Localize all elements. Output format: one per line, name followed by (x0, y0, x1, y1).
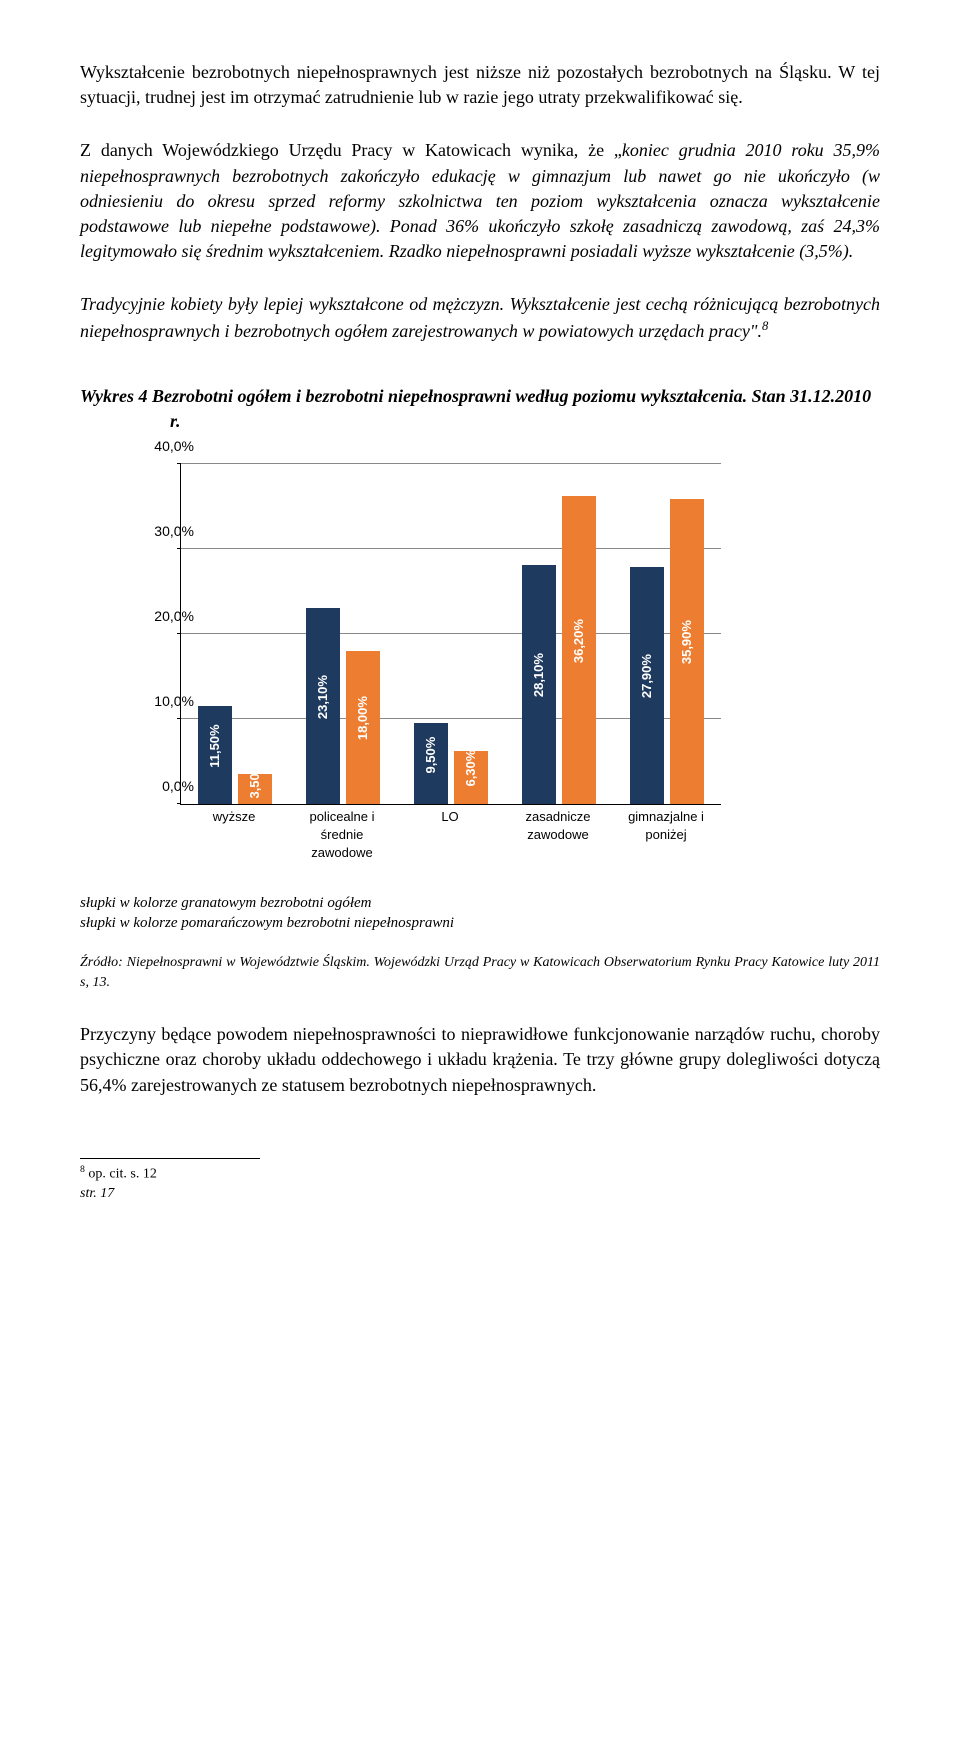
xlabel: policealne i średnie zawodowe (292, 808, 392, 863)
plot-area: 11,50% 3,50% 23,10% 18,00% 9,50% 6,30% 28,10% 3… (180, 464, 721, 805)
bar-navy: 27,90% (630, 567, 664, 804)
paragraph-3: Tradycyjnie kobiety były lepiej wykształ… (80, 292, 880, 343)
bar-group: 9,50% 6,30% (414, 723, 488, 804)
legend-line-orange: słupki w kolorze pomarańczowym bezrobotn… (80, 914, 880, 934)
chart-title: Wykres 4 Bezrobotni ogółem i bezrobotni … (80, 384, 880, 434)
bar-value-label: 35,90% (678, 620, 696, 664)
bar-value-label: 27,90% (638, 654, 656, 698)
footnote-text: op. cit. s. 12 (85, 1166, 157, 1181)
bar-group: 23,10% 18,00% (306, 608, 380, 804)
chart-container: 11,50% 3,50% 23,10% 18,00% 9,50% 6,30% 28,10% 3… (120, 464, 880, 864)
bar-navy: 28,10% (522, 565, 556, 804)
bar-value-label: 11,50% (206, 724, 224, 767)
page-number: str. 17 (80, 1184, 880, 1204)
x-axis-labels: wyższe policealne i średnie zawodowe LO … (180, 808, 720, 863)
bar-groups: 11,50% 3,50% 23,10% 18,00% 9,50% 6,30% 28,10% 3… (181, 464, 721, 804)
bar-orange: 18,00% (346, 651, 380, 804)
bar-group: 11,50% 3,50% (198, 706, 272, 804)
bar-value-label: 23,10% (314, 675, 332, 719)
bar-navy: 11,50% (198, 706, 232, 804)
chart-title-prefix: Wykres 4 (80, 386, 152, 406)
footnote: 8 op. cit. s. 12 (80, 1163, 880, 1184)
bar-value-label: 9,50% (422, 736, 440, 773)
bar-value-label: 28,10% (530, 654, 548, 698)
ytick-label: 30,0% (134, 523, 194, 543)
ytick-label: 0,0% (134, 778, 194, 798)
bar-orange: 36,20% (562, 496, 596, 804)
bar-value-label: 3,50% (246, 762, 264, 799)
xlabel: zasadnicze zawodowe (508, 808, 608, 863)
bar-group: 28,10% 36,20% (522, 496, 596, 804)
paragraph-2-lead: Z danych Wojewódzkiego Urzędu Pracy w Ka… (80, 140, 622, 160)
bar-orange: 6,30% (454, 751, 488, 805)
paragraph-1: Wykształcenie bezrobotnych niepełnospraw… (80, 60, 880, 110)
bar-navy: 9,50% (414, 723, 448, 804)
bar-orange: 3,50% (238, 774, 272, 804)
footnote-ref: 8 (762, 319, 768, 333)
xlabel: wyższe (184, 808, 284, 863)
bar-value-label: 6,30% (462, 750, 480, 787)
paragraph-4: Przyczyny będące powodem niepełnosprawno… (80, 1022, 880, 1098)
bar-navy: 23,10% (306, 608, 340, 804)
bar-chart: 11,50% 3,50% 23,10% 18,00% 9,50% 6,30% 28,10% 3… (120, 464, 740, 864)
ytick-label: 40,0% (134, 438, 194, 458)
ytick-label: 10,0% (134, 693, 194, 713)
paragraph-2: Z danych Wojewódzkiego Urzędu Pracy w Ka… (80, 138, 880, 264)
chart-title-text: Bezrobotni ogółem i bezrobotni niepełnos… (152, 386, 871, 431)
bar-orange: 35,90% (670, 499, 704, 804)
bar-value-label: 18,00% (354, 696, 372, 740)
xlabel: LO (400, 808, 500, 863)
chart-legend: słupki w kolorze granatowym bezrobotni o… (80, 894, 880, 933)
xlabel: gimnazjalne i poniżej (616, 808, 716, 863)
ytick-label: 20,0% (134, 608, 194, 628)
legend-line-navy: słupki w kolorze granatowym bezrobotni o… (80, 894, 880, 914)
paragraph-3-closing: ". (750, 321, 762, 341)
bar-group: 27,90% 35,90% (630, 499, 704, 804)
footnote-separator (80, 1158, 260, 1159)
chart-source: Źródło: Niepełnosprawni w Województwie Ś… (80, 953, 880, 992)
bar-value-label: 36,20% (570, 619, 588, 663)
